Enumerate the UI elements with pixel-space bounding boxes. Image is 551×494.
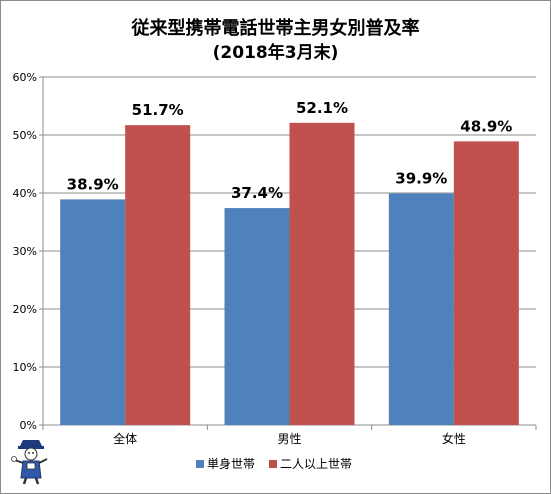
data-label: 38.9% xyxy=(67,175,119,193)
chart-subtitle: (2018年3月末) xyxy=(212,43,339,63)
bar xyxy=(453,141,519,425)
y-tick-label: 50% xyxy=(13,129,37,142)
chart-title: 従来型携帯電話世帯主男女別普及率 xyxy=(131,18,420,39)
y-tick-label: 20% xyxy=(13,303,37,316)
y-tick-label: 30% xyxy=(13,245,37,258)
bar xyxy=(289,122,355,425)
legend-label: 二人以上世帯 xyxy=(280,457,352,471)
legend-label: 単身世帯 xyxy=(207,456,255,471)
data-label: 39.9% xyxy=(395,170,447,188)
legend-swatch xyxy=(269,460,277,468)
data-label: 37.4% xyxy=(231,184,283,202)
y-tick-label: 10% xyxy=(13,361,37,374)
bar xyxy=(60,199,126,425)
bar xyxy=(125,125,191,425)
bar xyxy=(224,208,290,425)
x-tick-label: 全体 xyxy=(113,431,137,446)
y-tick-label: 60% xyxy=(13,71,37,84)
x-tick-label: 女性 xyxy=(442,431,466,446)
data-label: 52.1% xyxy=(296,99,348,117)
y-tick-label: 40% xyxy=(13,187,37,200)
x-tick-label: 男性 xyxy=(277,432,301,446)
legend-swatch xyxy=(196,460,204,468)
mascot-logo-icon xyxy=(11,440,48,485)
data-label: 51.7% xyxy=(132,101,184,119)
y-tick-label: 0% xyxy=(20,419,37,432)
bar xyxy=(388,193,454,425)
data-label: 48.9% xyxy=(460,117,512,135)
